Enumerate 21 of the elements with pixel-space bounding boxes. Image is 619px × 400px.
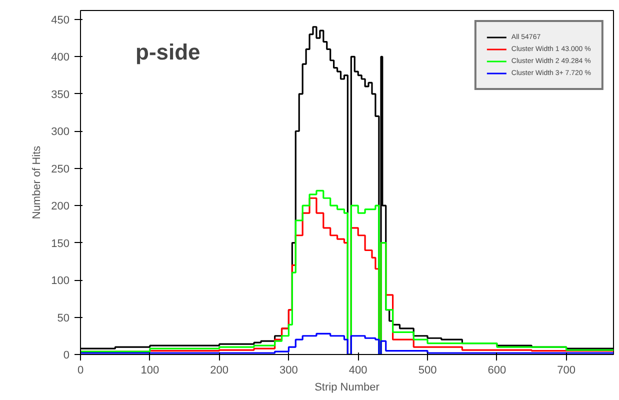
annotation: p-side bbox=[136, 40, 200, 64]
y-tick-label: 200 bbox=[51, 200, 70, 213]
y-tick-label: 400 bbox=[51, 52, 70, 64]
x-tick-label: 0 bbox=[77, 364, 84, 376]
y-axis-title: Number of Hits bbox=[31, 145, 44, 220]
x-tick-label: 300 bbox=[280, 364, 298, 376]
y-tick-label: 300 bbox=[51, 126, 70, 138]
x-tick-label: 600 bbox=[488, 364, 506, 376]
y-tick-label: 0 bbox=[63, 350, 70, 362]
y-tick-label: 450 bbox=[51, 14, 70, 26]
x-tick-label: 500 bbox=[418, 364, 437, 376]
x-tick-label: 700 bbox=[557, 364, 576, 376]
x-tick-label: 200 bbox=[210, 364, 228, 376]
y-tick-label: 350 bbox=[51, 88, 70, 101]
x-tick-label: 100 bbox=[140, 364, 160, 376]
x-axis-title: Strip Number bbox=[314, 382, 380, 394]
y-tick-label: 100 bbox=[51, 275, 70, 288]
y-tick-label: 150 bbox=[51, 238, 70, 250]
x-tick-label: 400 bbox=[348, 364, 368, 376]
y-tick-label: 250 bbox=[51, 163, 70, 176]
y-tick-label: 50 bbox=[57, 312, 70, 324]
